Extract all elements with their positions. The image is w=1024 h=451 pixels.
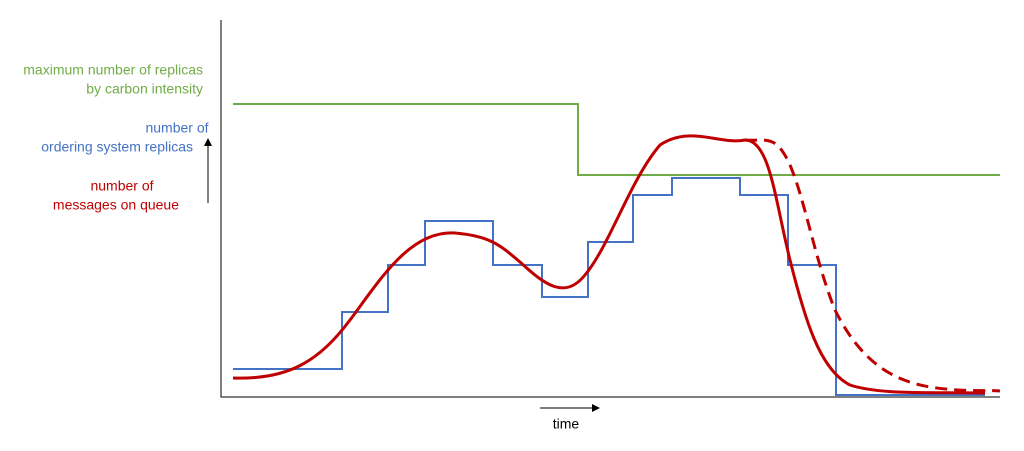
replicas-label: ordering system replicas (41, 139, 193, 155)
x-axis-label: time (553, 416, 580, 432)
messages-label: number of (90, 178, 153, 194)
messages-line (232, 134, 986, 395)
carbon-label: maximum number of replicas (23, 62, 203, 78)
axes (220, 20, 1000, 398)
carbon-limit-line (233, 103, 1000, 176)
replicas-label: number of (145, 120, 208, 136)
messages-line-dashed (744, 138, 1001, 393)
carbon-label: by carbon intensity (86, 81, 203, 97)
messages-label: messages on queue (53, 197, 179, 213)
